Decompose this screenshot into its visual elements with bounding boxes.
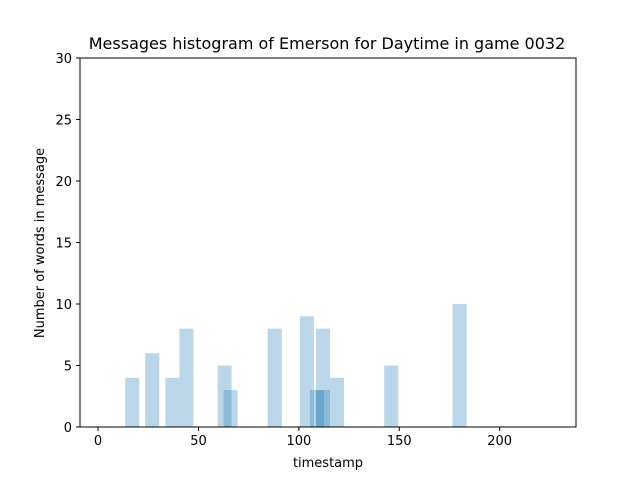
- histogram-bar: [452, 304, 467, 427]
- histogram-bar: [315, 328, 331, 427]
- histogram-bar: [125, 377, 140, 427]
- histogram-bar: [223, 390, 238, 427]
- y-axis-ticks: 0 5 10 15 20 25 30: [55, 52, 80, 436]
- y-tick-label: 0: [64, 421, 72, 436]
- y-axis-label: Number of words in message: [33, 148, 48, 338]
- y-tick-label: 5: [64, 360, 72, 375]
- x-tick-label: 50: [190, 434, 207, 449]
- y-tick-label: 10: [55, 298, 72, 313]
- histogram-bar: [330, 377, 345, 427]
- histogram-bar: [315, 390, 331, 427]
- y-tick-label: 15: [55, 237, 72, 252]
- y-tick-label: 20: [55, 175, 72, 190]
- histogram-bar: [165, 377, 180, 427]
- bars-group: [125, 304, 467, 427]
- histogram-bar: [267, 328, 282, 427]
- histogram-bar: [299, 316, 314, 427]
- y-tick-label: 30: [55, 52, 72, 67]
- x-axis-ticks: 0 50 100 150 200: [94, 427, 512, 449]
- histogram-bar: [145, 353, 160, 427]
- chart-title: Messages histogram of Emerson for Daytim…: [89, 34, 566, 53]
- x-tick-label: 0: [94, 434, 102, 449]
- x-tick-label: 150: [387, 434, 412, 449]
- y-tick-label: 25: [55, 114, 72, 129]
- histogram-bar: [179, 328, 194, 427]
- histogram-bar: [384, 365, 399, 427]
- histogram-bar: [309, 390, 324, 427]
- x-tick-label: 100: [286, 434, 311, 449]
- x-tick-label: 200: [487, 434, 512, 449]
- x-axis-label: timestamp: [293, 456, 363, 471]
- histogram-bar: [217, 365, 232, 427]
